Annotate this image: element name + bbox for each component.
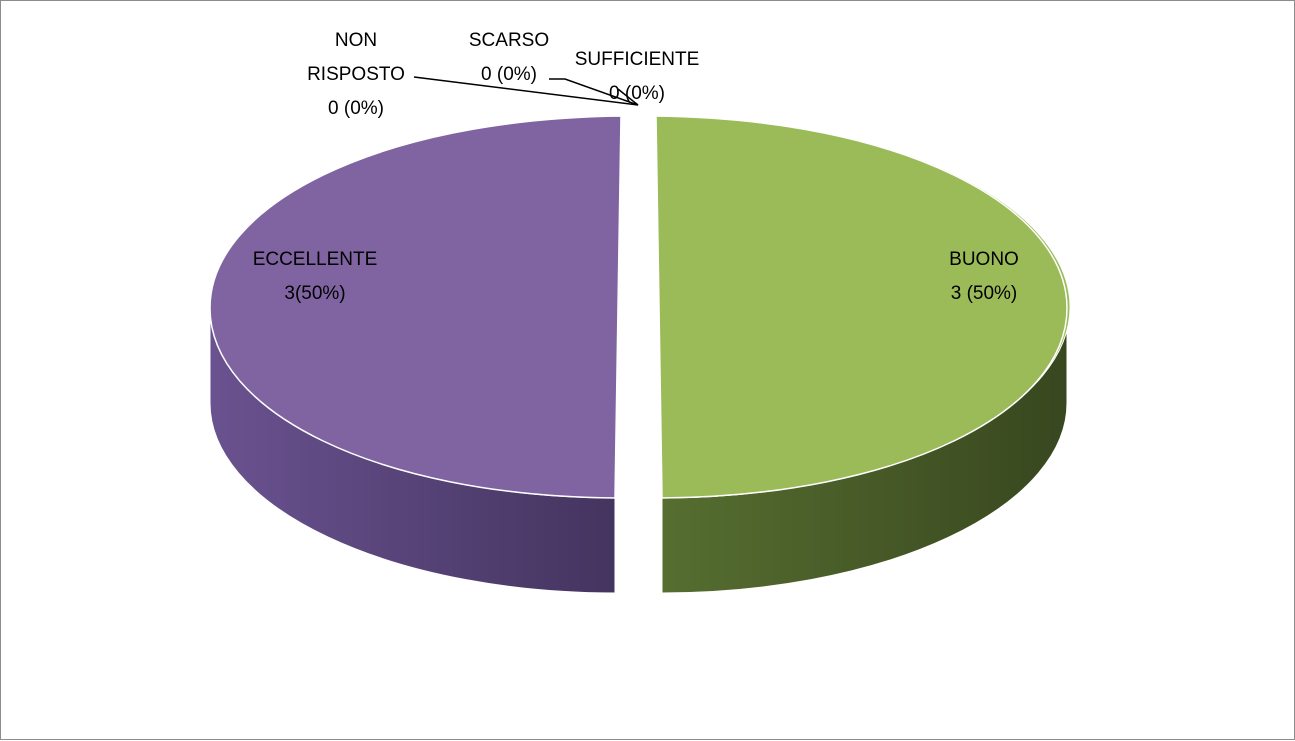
label-eccellente-value: 3(50%) xyxy=(284,283,345,304)
leader-line-scarso xyxy=(549,78,639,106)
data-labels: NON RISPOSTO 0 (0%) SCARSO 0 (0%) SUFFIC… xyxy=(253,30,1019,304)
slice-buono-face xyxy=(655,115,1068,499)
leader-line-non-risposto xyxy=(413,76,639,106)
label-scarso-name: SCARSO xyxy=(469,30,549,51)
label-non-risposto-line2: RISPOSTO xyxy=(307,64,405,85)
label-scarso-value: 0 (0%) xyxy=(481,64,537,85)
label-sufficiente-value: 0 (0%) xyxy=(609,83,665,104)
label-non-risposto-value: 0 (0%) xyxy=(328,98,384,119)
label-eccellente-name: ECCELLENTE xyxy=(253,249,378,270)
label-buono-name: BUONO xyxy=(949,249,1019,270)
label-non-risposto-line1: NON xyxy=(335,30,377,51)
slice-buono xyxy=(655,115,1071,594)
slice-eccellente xyxy=(209,115,622,594)
label-buono-value: 3 (50%) xyxy=(951,283,1018,304)
leader-line-sufficiente xyxy=(617,88,639,106)
leader-lines xyxy=(413,76,639,106)
slice-eccellente-face xyxy=(209,115,622,499)
label-sufficiente-name: SUFFICIENTE xyxy=(575,49,700,70)
